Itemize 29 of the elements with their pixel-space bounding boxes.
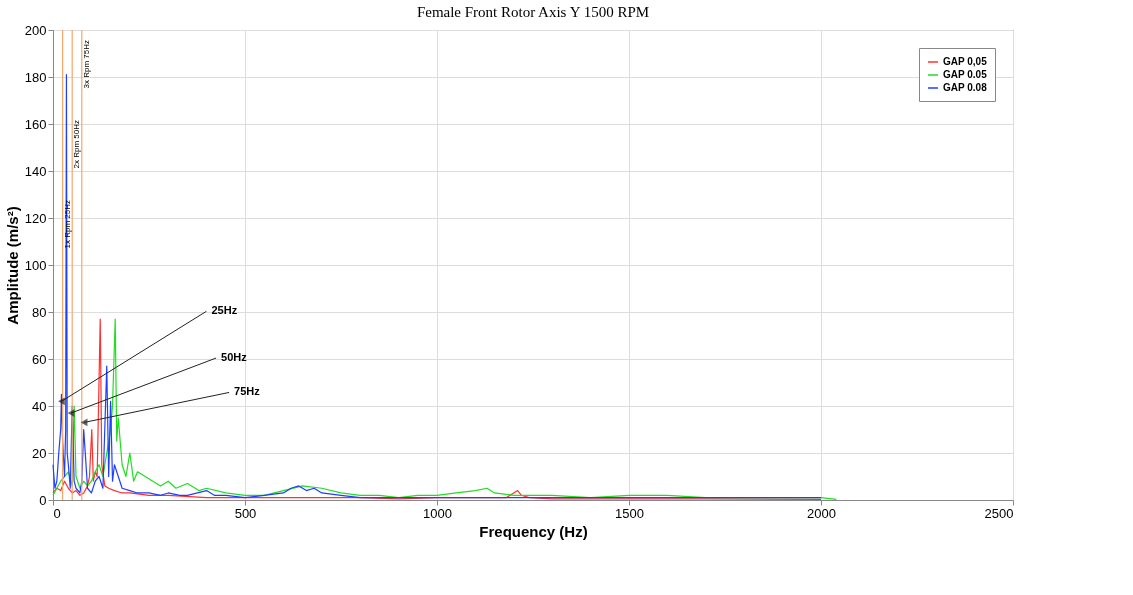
y-tick-label: 20: [32, 445, 47, 461]
y-tick-label: 80: [32, 304, 47, 320]
x-tick-label: 1500: [615, 505, 644, 521]
y-tick-label: 60: [32, 351, 47, 367]
annotation: 50Hz: [221, 351, 248, 364]
annotation: 25Hz: [211, 304, 238, 317]
ref-line-label: 2x Rpm 50Hz: [72, 120, 82, 169]
legend-label: GAP 0.08: [943, 82, 988, 93]
legend-label: GAP 0.05: [943, 69, 988, 80]
x-tick-label: 2000: [807, 505, 836, 521]
y-tick-label: 40: [32, 398, 47, 414]
x-tick-label: 500: [234, 505, 257, 521]
y-axis-title: Amplitude (m/s²): [3, 206, 21, 325]
y-tick-label: 0: [39, 492, 47, 508]
x-axis-title: Frequency (Hz): [479, 522, 588, 540]
y-tick-label: 160: [24, 116, 47, 132]
chart-title: Female Front Rotor Axis Y 1500 RPM: [416, 4, 650, 20]
y-tick-label: 140: [24, 163, 47, 179]
y-tick-label: 120: [24, 210, 47, 226]
y-tick-label: 180: [24, 69, 47, 85]
x-tick-label: 0: [53, 505, 61, 521]
y-tick-label: 100: [24, 257, 47, 273]
y-tick-label: 200: [24, 22, 47, 38]
ref-line-label: 3x Rpm 75Hz: [81, 40, 91, 89]
x-tick-label: 1000: [423, 505, 452, 521]
ref-line-label: 1x Rpm 25Hz: [62, 200, 72, 249]
legend-label: GAP 0,05: [943, 56, 988, 67]
annotation: 75Hz: [234, 385, 261, 398]
x-tick-label: 2500: [984, 505, 1014, 521]
